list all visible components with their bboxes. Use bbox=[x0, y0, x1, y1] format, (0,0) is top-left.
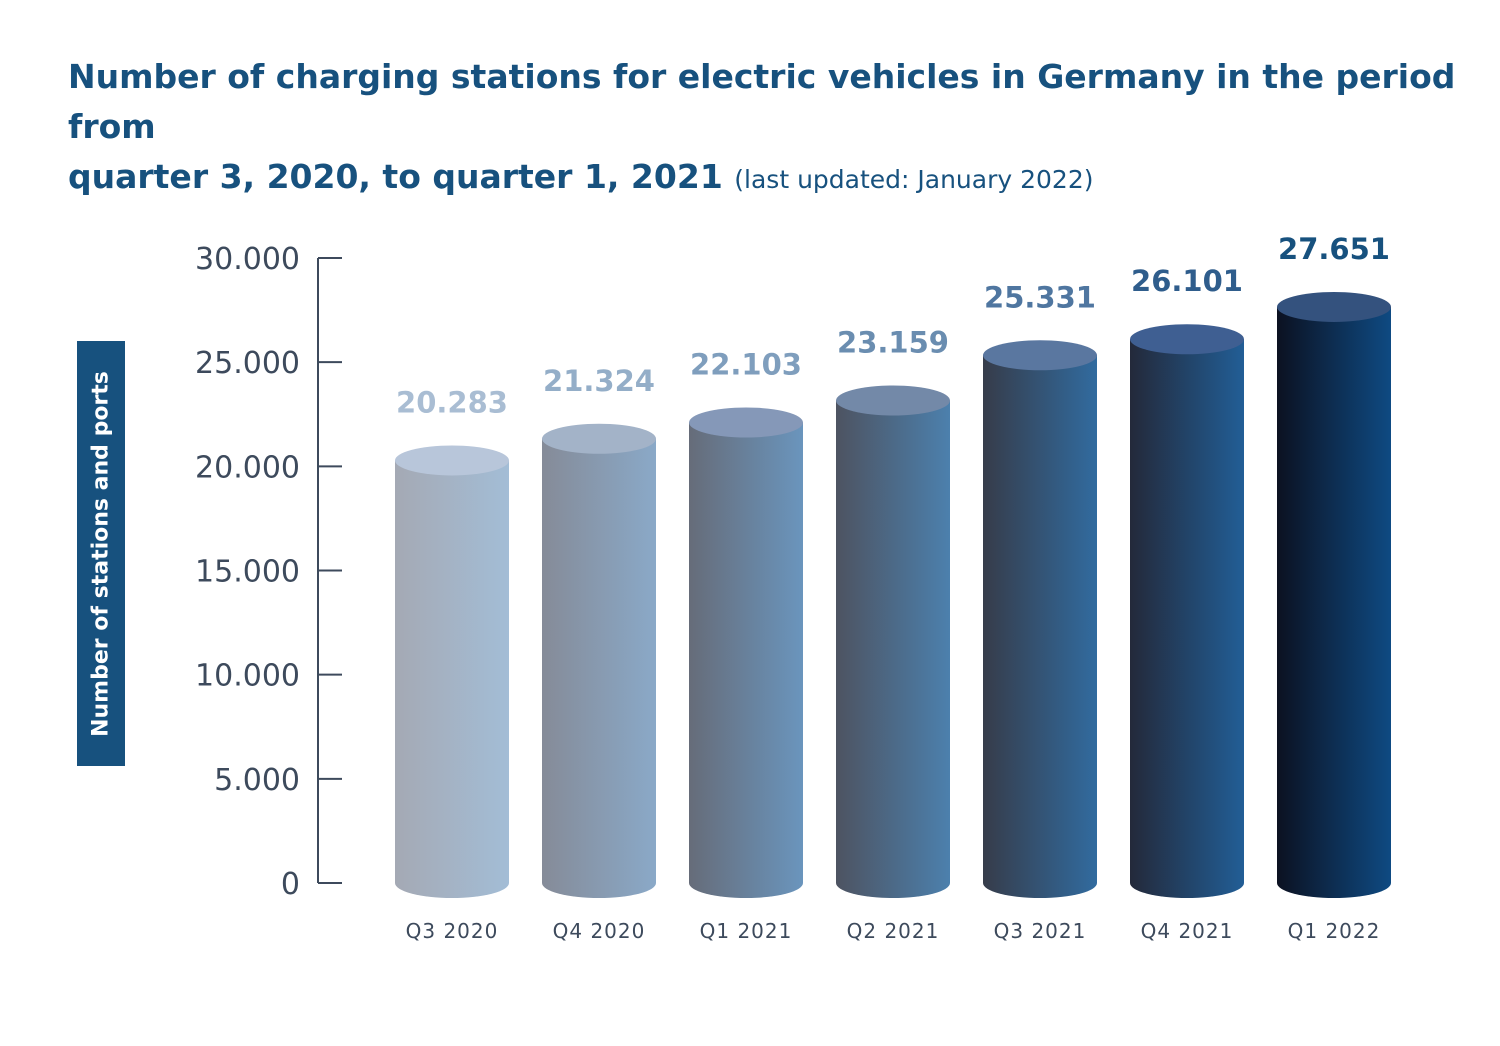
y-tick-label: 5.000 bbox=[214, 763, 300, 798]
bar-top bbox=[836, 385, 950, 416]
y-tick-label: 10.000 bbox=[195, 659, 300, 694]
bar-top bbox=[395, 445, 509, 476]
x-tick-label: Q3 2020 bbox=[406, 919, 499, 943]
x-tick-label: Q1 2021 bbox=[700, 919, 793, 943]
y-axis-label-box: Number of stations and ports bbox=[77, 341, 125, 766]
bar-body bbox=[836, 400, 950, 898]
y-tick-label: 30.000 bbox=[195, 242, 300, 277]
bars bbox=[395, 291, 1391, 899]
bar-body bbox=[542, 438, 656, 898]
chart-title: Number of charging stations for electric… bbox=[68, 52, 1468, 205]
data-label: 20.283 bbox=[396, 385, 508, 419]
bar bbox=[395, 445, 509, 898]
bar-top bbox=[1277, 291, 1391, 322]
data-label: 26.101 bbox=[1131, 264, 1243, 298]
bar bbox=[1130, 324, 1244, 899]
bar-body bbox=[1130, 339, 1244, 899]
bar bbox=[983, 340, 1097, 898]
y-tick-label: 25.000 bbox=[195, 346, 300, 381]
title-note: (last updated: January 2022) bbox=[734, 165, 1094, 194]
bar-body bbox=[395, 460, 509, 898]
y-tick-label: 15.000 bbox=[195, 555, 300, 590]
y-tick-label: 20.000 bbox=[195, 450, 300, 485]
bar-body bbox=[1277, 306, 1391, 898]
title-line-1: Number of charging stations for electric… bbox=[68, 57, 1456, 146]
title-line-2: quarter 3, 2020, to quarter 1, 2021 bbox=[68, 157, 723, 196]
labels: 20.283 Q3 2020 21.324 Q4 2020 22.103 Q1 2021 2… bbox=[396, 232, 1390, 943]
bar-top bbox=[1130, 324, 1244, 355]
data-label: 21.324 bbox=[543, 364, 655, 398]
bar bbox=[836, 385, 950, 898]
data-label: 23.159 bbox=[837, 326, 949, 360]
y-axis: 0 5.000 10.000 15.000 20.000 25.000 30.000 bbox=[195, 242, 342, 902]
x-tick-label: Q1 2022 bbox=[1288, 919, 1381, 943]
y-tick-label: 0 bbox=[281, 867, 300, 902]
bar bbox=[1277, 291, 1391, 898]
x-tick-label: Q4 2021 bbox=[1141, 919, 1234, 943]
bar-top bbox=[983, 340, 1097, 371]
bar-body bbox=[689, 422, 803, 898]
data-label: 25.331 bbox=[984, 280, 1096, 314]
title-line-2-wrap: quarter 3, 2020, to quarter 1, 2021 (las… bbox=[68, 152, 1468, 205]
bar-top bbox=[689, 407, 803, 438]
data-label: 22.103 bbox=[690, 348, 802, 382]
bar bbox=[542, 423, 656, 898]
bar bbox=[689, 407, 803, 898]
x-tick-label: Q3 2021 bbox=[994, 919, 1087, 943]
data-label: 27.651 bbox=[1278, 232, 1390, 266]
bar-body bbox=[983, 355, 1097, 898]
x-tick-label: Q4 2020 bbox=[553, 919, 646, 943]
bar-top bbox=[542, 423, 656, 454]
x-tick-label: Q2 2021 bbox=[847, 919, 940, 943]
